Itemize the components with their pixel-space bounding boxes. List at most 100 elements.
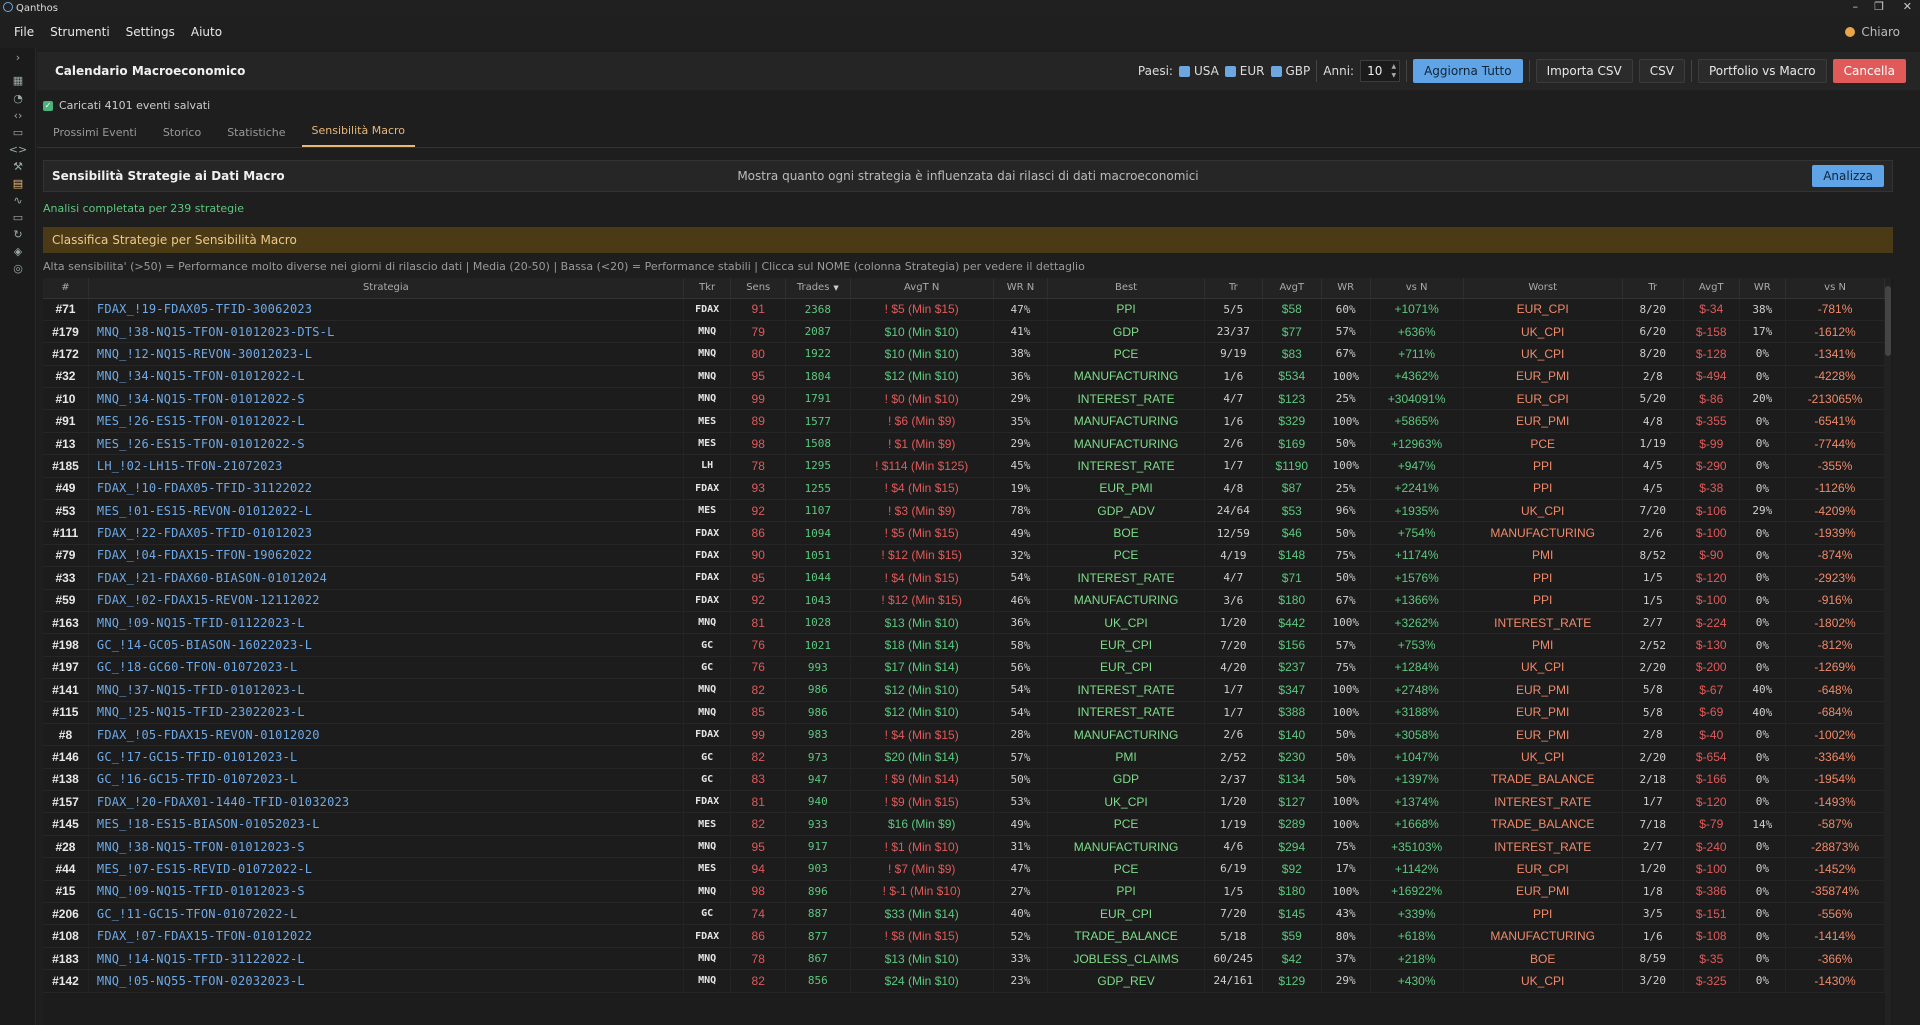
ranking-table-container[interactable]: # Strategia Tkr Sens Trades ▼ AvgT N WR N Best Tr… <box>43 278 1893 1025</box>
cell-strategy-name[interactable]: FDAX_!05-FDAX15-REVON-01012020 <box>88 723 684 747</box>
table-row[interactable]: #59 FDAX_!02-FDAX15-REVON-12112022 FDAX 92 1… <box>43 589 1885 612</box>
cell-strategy-name[interactable]: FDAX_!19-FDAX05-TFID-30062023 <box>88 298 684 321</box>
table-row[interactable]: #111 FDAX_!22-FDAX05-TFID-01012023 FDAX 86 1… <box>43 521 1885 545</box>
table-row[interactable]: #10 MNQ_!34-NQ15-TFON-01012022-S MNQ 99 1791… <box>43 387 1885 411</box>
wrench-icon[interactable]: ⚒ <box>13 159 23 173</box>
column-header-14[interactable]: AvgT <box>1683 278 1740 299</box>
cell-strategy-name[interactable]: MNQ_!34-NQ15-TFON-01012022-L <box>88 365 684 389</box>
table-row[interactable]: #141 MNQ_!37-NQ15-TFID-01012023-L MNQ 82 986… <box>43 678 1885 702</box>
chat-icon[interactable]: ▭ <box>12 125 24 139</box>
tab-sensibilita-macro[interactable]: Sensibilità Macro <box>301 124 415 147</box>
cell-strategy-name[interactable]: MNQ_!38-NQ15-TFON-01012023-S <box>88 835 684 859</box>
column-header-3[interactable]: Sens <box>730 278 786 299</box>
analyze-button[interactable]: Analizza <box>1812 165 1884 187</box>
column-header-8[interactable]: Tr <box>1204 278 1263 299</box>
tab-prossimi-eventi[interactable]: Prossimi Eventi <box>53 126 137 139</box>
column-header-4[interactable]: Trades ▼ <box>785 278 851 299</box>
column-header-7[interactable]: Best <box>1047 278 1205 299</box>
csv-button[interactable]: CSV <box>1638 59 1685 83</box>
tab-storico[interactable]: Storico <box>162 126 202 139</box>
cell-strategy-name[interactable]: MES_!18-ES15-BIASON-01052023-L <box>88 812 684 836</box>
cell-strategy-name[interactable]: MNQ_!34-NQ15-TFON-01012022-S <box>88 387 684 411</box>
table-row[interactable]: #145 MES_!18-ES15-BIASON-01052023-L MES 82 9… <box>43 812 1885 836</box>
table-row[interactable]: #183 MNQ_!14-NQ15-TFID-31122022-L MNQ 78 867… <box>43 947 1885 971</box>
code-icon[interactable]: ‹› <box>13 108 23 122</box>
table-row[interactable]: #49 FDAX_!10-FDAX05-TFID-31122022 FDAX 93 12… <box>43 477 1885 501</box>
close-window-button[interactable]: ✕ <box>1902 0 1912 13</box>
calendar-icon[interactable]: ▤ <box>12 176 24 190</box>
table-row[interactable]: #172 MNQ_!12-NQ15-REVON-30012023-L MNQ 80 19… <box>43 342 1885 366</box>
cell-strategy-name[interactable]: MNQ_!14-NQ15-TFID-31122022-L <box>88 947 684 971</box>
grid-icon[interactable]: ▦ <box>12 73 24 87</box>
scrollbar-thumb[interactable] <box>1885 286 1891 356</box>
cell-strategy-name[interactable]: GC_!16-GC15-TFID-01072023-L <box>88 768 684 792</box>
cell-strategy-name[interactable]: MNQ_!09-NQ15-TFID-01012023-S <box>88 880 684 904</box>
column-header-15[interactable]: WR <box>1739 278 1787 299</box>
cell-strategy-name[interactable]: FDAX_!20-FDAX01-1440-TFID-01032023 <box>88 790 684 814</box>
years-spinbox[interactable]: 10 ▲ ▼ <box>1360 60 1401 82</box>
cell-strategy-name[interactable]: MNQ_!05-NQ55-TFON-02032023-L <box>88 969 684 993</box>
spin-arrows-icon[interactable]: ▲ ▼ <box>1391 63 1397 79</box>
portfolio-vs-macro-button[interactable]: Portfolio vs Macro <box>1697 59 1827 83</box>
cell-strategy-name[interactable]: MES_!07-ES15-REVID-01072022-L <box>88 857 684 881</box>
table-row[interactable]: #197 GC_!18-GC60-TFON-01072023-L GC 76 993 $1… <box>43 656 1885 680</box>
menu-strumenti[interactable]: Strumenti <box>50 25 110 39</box>
table-row[interactable]: #157 FDAX_!20-FDAX01-1440-TFID-01032023 FD… <box>43 790 1885 814</box>
cell-strategy-name[interactable]: MNQ_!25-NQ15-TFID-23022023-L <box>88 701 684 724</box>
cell-strategy-name[interactable]: MNQ_!37-NQ15-TFID-01012023-L <box>88 678 684 702</box>
update-all-button[interactable]: Aggiorna Tutto <box>1413 59 1523 83</box>
table-row[interactable]: #138 GC_!16-GC15-TFID-01072023-L GC 83 947! … <box>43 768 1885 792</box>
table-row[interactable]: #163 MNQ_!09-NQ15-TFID-01122023-L MNQ 81 102… <box>43 611 1885 635</box>
country-usa-checkbox[interactable]: USA <box>1178 64 1219 78</box>
table-row[interactable]: #91 MES_!26-ES15-TFON-01012022-L MES 89 1577… <box>43 409 1885 433</box>
column-header-6[interactable]: WR N <box>993 278 1049 299</box>
cell-strategy-name[interactable]: FDAX_!10-FDAX05-TFID-31122022 <box>88 477 684 501</box>
column-header-5[interactable]: AvgT N <box>850 278 994 299</box>
column-header-11[interactable]: vs N <box>1370 278 1464 299</box>
cell-strategy-name[interactable]: FDAX_!22-FDAX05-TFID-01012023 <box>88 521 684 545</box>
cell-strategy-name[interactable]: MNQ_!09-NQ15-TFID-01122023-L <box>88 611 684 635</box>
code-brackets-icon[interactable]: <> <box>8 142 28 156</box>
table-row[interactable]: #44 MES_!07-ES15-REVID-01072022-L MES 94 903… <box>43 857 1885 881</box>
theme-toggle[interactable]: Chiaro <box>1845 16 1900 48</box>
cell-strategy-name[interactable]: MES_!26-ES15-TFON-01012022-L <box>88 409 684 433</box>
cell-strategy-name[interactable]: FDAX_!02-FDAX15-REVON-12112022 <box>88 589 684 612</box>
import-csv-button[interactable]: Importa CSV <box>1535 59 1633 83</box>
table-row[interactable]: #8 FDAX_!05-FDAX15-REVON-01012020 FDAX 99 98… <box>43 723 1885 747</box>
shield-icon[interactable]: ◈ <box>13 244 23 258</box>
table-row[interactable]: #108 FDAX_!07-FDAX15-TFON-01012022 FDAX 86 8… <box>43 924 1885 948</box>
cell-strategy-name[interactable]: GC_!11-GC15-TFON-01072022-L <box>88 902 684 926</box>
cell-strategy-name[interactable]: MNQ_!38-NQ15-TFON-01012023-DTS-L <box>88 320 684 344</box>
table-row[interactable]: #206 GC_!11-GC15-TFON-01072022-L GC 74 887 $3… <box>43 902 1885 926</box>
table-row[interactable]: #15 MNQ_!09-NQ15-TFID-01012023-S MNQ 98 896!… <box>43 880 1885 904</box>
column-header-12[interactable]: Worst <box>1463 278 1623 299</box>
column-header-1[interactable]: Strategia <box>88 278 684 299</box>
cell-strategy-name[interactable]: LH_!02-LH15-TFON-21072023 <box>88 454 684 478</box>
column-header-10[interactable]: WR <box>1321 278 1371 299</box>
cell-strategy-name[interactable]: FDAX_!21-FDAX60-BIASON-01012024 <box>88 566 684 590</box>
table-row[interactable]: #142 MNQ_!05-NQ55-TFON-02032023-L MNQ 82 856… <box>43 969 1885 993</box>
column-header-2[interactable]: Tkr <box>683 278 732 299</box>
monitor-icon[interactable]: ▭ <box>12 210 24 224</box>
column-header-13[interactable]: Tr <box>1622 278 1684 299</box>
table-row[interactable]: #185 LH_!02-LH15-TFON-21072023 LH 78 1295! $… <box>43 454 1885 478</box>
table-row[interactable]: #146 GC_!17-GC15-TFID-01012023-L GC 82 973 $2… <box>43 745 1885 769</box>
cancel-button[interactable]: Cancella <box>1832 59 1906 83</box>
menu-file[interactable]: File <box>14 25 35 39</box>
country-gbp-checkbox[interactable]: GBP <box>1270 64 1310 78</box>
cell-strategy-name[interactable]: MNQ_!12-NQ15-REVON-30012023-L <box>88 342 684 366</box>
menu-aiuto[interactable]: Aiuto <box>190 25 223 39</box>
country-eur-checkbox[interactable]: EUR <box>1224 64 1265 78</box>
cell-strategy-name[interactable]: FDAX_!04-FDAX15-TFON-19062022 <box>88 544 684 568</box>
table-row[interactable]: #53 MES_!01-ES15-REVON-01012022-L MES 92 110… <box>43 499 1885 523</box>
vertical-scrollbar[interactable] <box>1885 278 1891 1025</box>
cell-strategy-name[interactable]: FDAX_!07-FDAX15-TFON-01012022 <box>88 924 684 948</box>
cell-strategy-name[interactable]: GC_!18-GC60-TFON-01072023-L <box>88 656 684 680</box>
cell-strategy-name[interactable]: MES_!01-ES15-REVON-01012022-L <box>88 499 684 523</box>
table-row[interactable]: #28 MNQ_!38-NQ15-TFON-01012023-S MNQ 95 917!… <box>43 835 1885 859</box>
cell-strategy-name[interactable]: MES_!26-ES15-TFON-01012022-S <box>88 432 684 456</box>
table-row[interactable]: #33 FDAX_!21-FDAX60-BIASON-01012024 FDAX 95… <box>43 566 1885 590</box>
table-row[interactable]: #198 GC_!14-GC05-BIASON-16022023-L GC 76 102… <box>43 633 1885 657</box>
pie-icon[interactable]: ◔ <box>13 91 23 105</box>
table-row[interactable]: #115 MNQ_!25-NQ15-TFID-23022023-L MNQ 85 986… <box>43 701 1885 724</box>
